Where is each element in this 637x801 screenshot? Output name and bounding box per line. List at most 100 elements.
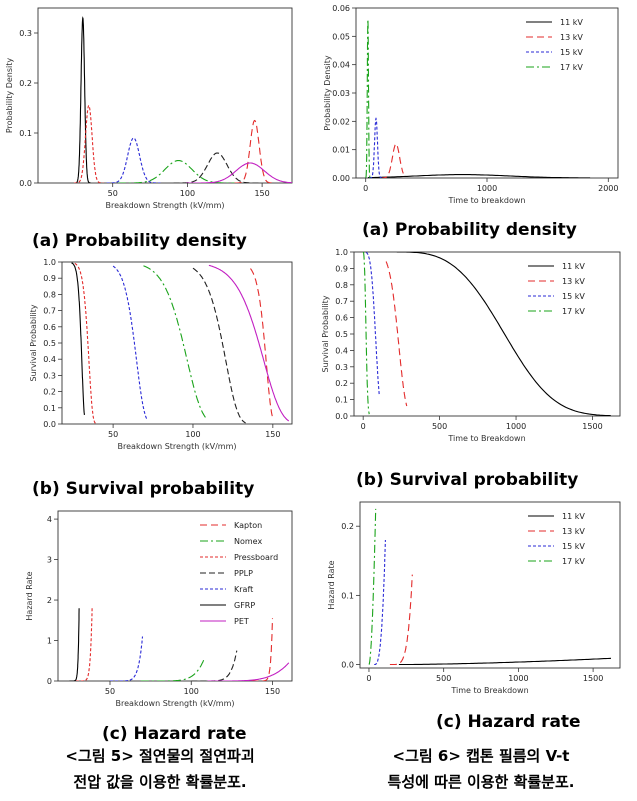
x-axis-title: Breakdown Strength (kV/mm) (106, 201, 225, 210)
x-tick-label: 0 (366, 674, 371, 683)
series-line-pplp (192, 267, 246, 424)
y-tick-label: 0.3 (335, 363, 348, 372)
y-tick-label: 0.00 (332, 174, 350, 183)
legend-label-11-kv: 11 kV (560, 18, 583, 27)
y-tick-label: 0.4 (335, 346, 348, 355)
x-tick-label: 1500 (583, 674, 603, 683)
y-axis-title: Survival Probability (321, 295, 330, 372)
y-tick-label: 1 (47, 637, 52, 646)
y-tick-label: 0.0 (341, 661, 354, 670)
legend-label-13-kv: 13 kV (562, 277, 585, 286)
x-tick-label: 0 (363, 184, 368, 193)
y-tick-label: 0.05 (332, 32, 350, 41)
series-line-pet (208, 264, 290, 422)
series-line-gfrp (71, 262, 85, 415)
series-line-pet (186, 162, 292, 183)
y-tick-label: 0.2 (335, 379, 348, 388)
y-tick-label: 1.0 (43, 258, 56, 267)
caption-fig5c: (c) Hazard rate (102, 724, 247, 744)
y-tick-label: 0.03 (332, 89, 350, 98)
legend-label-kapton: Kapton (234, 521, 262, 530)
plot-frame (61, 261, 293, 425)
y-tick-label: 0.4 (43, 355, 56, 364)
series-line-nomex (143, 265, 207, 419)
x-tick-label: 50 (108, 189, 118, 198)
series-line-11-kv (398, 657, 612, 666)
series-line-13-kv (389, 574, 413, 666)
x-tick-label: 1000 (506, 422, 526, 431)
y-tick-label: 3 (47, 556, 52, 565)
series-line-gfrp (69, 608, 80, 681)
legend-label-13-kv: 13 kV (560, 33, 583, 42)
series-line-nomex (117, 159, 239, 183)
legend-label-pet: PET (234, 617, 249, 626)
y-tick-label: 0.2 (43, 388, 56, 397)
x-tick-label: 150 (254, 189, 269, 198)
chart-fig5c: 50 100 150 0 1 2 3 4 Breakdown Strength (kV/mm) H… (25, 510, 293, 708)
series-line-pplp (191, 650, 238, 681)
x-tick-label: 100 (184, 687, 199, 696)
legend-label-nomex: Nomex (234, 537, 262, 546)
x-axis-title: Breakdown Strength (kV/mm) (116, 699, 235, 708)
y-tick-label: 0.06 (332, 4, 350, 13)
x-tick-label: 2000 (598, 184, 618, 193)
series-line-17-kv (365, 19, 372, 178)
legend-label-pplp: PPLP (234, 569, 253, 578)
series-line-17-kv (362, 252, 370, 415)
y-tick-label: 0.5 (43, 339, 56, 348)
y-tick-label: 0.2 (19, 79, 32, 88)
series-line-11-kv (396, 252, 611, 416)
legend-label-17-kv: 17 kV (560, 63, 583, 72)
series-line-kapton (234, 119, 275, 183)
chart-fig5b: 50 100 150 0.0 0.1 0.2 0.3 0.4 0.5 0.6 0.7 0.8 0.9 1.… (29, 258, 293, 451)
y-tick-label: 1.0 (335, 248, 348, 257)
x-tick-label: 1500 (582, 422, 602, 431)
y-tick-label: 0.8 (335, 281, 348, 290)
y-tick-label: 0.3 (43, 371, 56, 380)
series-line-nomex (140, 658, 205, 681)
series-line-gfrp (74, 16, 91, 183)
x-axis-title: Breakdown Strength (kV/mm) (118, 442, 237, 451)
x-tick-label: 100 (185, 430, 200, 439)
y-tick-label: 0.01 (332, 146, 350, 155)
legend-label-gfrp: GFRP (234, 601, 255, 610)
x-axis-title: Time to breakdown (448, 196, 526, 205)
series-line-13-kv (380, 143, 404, 178)
y-tick-label: 0.7 (335, 297, 348, 306)
y-tick-label: 0.1 (19, 129, 32, 138)
legend-label-15-kv: 15 kV (562, 542, 585, 551)
y-tick-label: 0.0 (19, 179, 32, 188)
caption-fig6a: (a) Probability density (362, 220, 577, 240)
x-axis-title: Time to Breakdown (447, 434, 525, 443)
y-tick-label: 0.7 (43, 307, 56, 316)
y-tick-label: 0.1 (43, 404, 56, 413)
series-line-15-kv (365, 252, 380, 395)
y-tick-label: 0.2 (341, 522, 354, 531)
legend-label-17-kv: 17 kV (562, 307, 585, 316)
caption-fig6c: (c) Hazard rate (436, 712, 581, 732)
series-line-pressboard (74, 104, 104, 183)
y-tick-label: 0.8 (43, 290, 56, 299)
series-line-kraft (110, 636, 144, 681)
y-tick-label: 0.02 (332, 117, 350, 126)
x-tick-label: 1000 (508, 674, 528, 683)
y-tick-label: 0.0 (43, 420, 56, 429)
x-tick-label: 150 (265, 430, 280, 439)
caption-fig6b: (b) Survival probability (356, 470, 579, 490)
x-tick-label: 50 (105, 687, 115, 696)
legend-label-11-kv: 11 kV (562, 262, 585, 271)
figure-caption-left-line2: 전압 값을 이용한 확률분포. (73, 773, 247, 791)
x-tick-label: 500 (432, 422, 447, 431)
series-line-pressboard (74, 262, 98, 424)
x-tick-label: 50 (108, 430, 118, 439)
legend-label-pressboard: Pressboard (234, 553, 278, 562)
chart-fig6a: 0 1000 2000 0.00 0.01 0.02 0.03 0.04 0.05 0.06 Tim… (323, 4, 618, 205)
figure-caption-right-line1: <그림 6> 캡톤 필름의 V-t (392, 747, 570, 765)
y-axis-title: Survival Probability (29, 304, 38, 381)
caption-fig5b: (b) Survival probability (32, 479, 255, 499)
x-tick-label: 150 (265, 687, 280, 696)
chart-fig6c: 0 500 1000 1500 0.0 0.1 0.2 Time to Breakdown Ha… (327, 501, 621, 695)
legend-label-15-kv: 15 kV (560, 48, 583, 57)
y-axis-title: Probability Density (5, 58, 14, 134)
series-line-17-kv (368, 508, 377, 665)
